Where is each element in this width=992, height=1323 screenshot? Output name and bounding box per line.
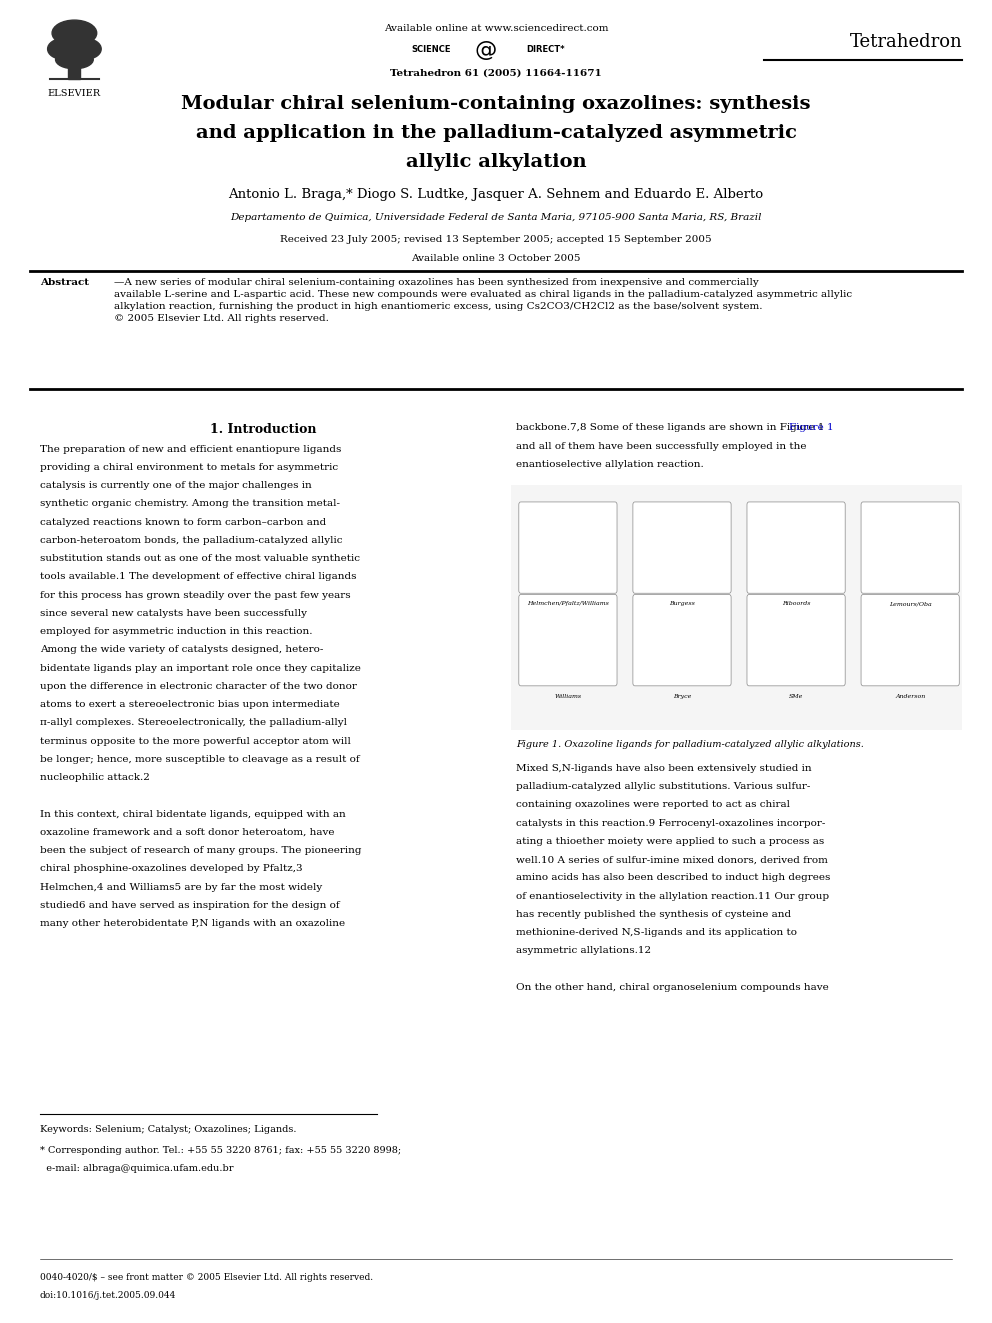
Text: * Corresponding author. Tel.: +55 55 3220 8761; fax: +55 55 3220 8998;: * Corresponding author. Tel.: +55 55 322… bbox=[40, 1146, 401, 1155]
Text: DIRECT*: DIRECT* bbox=[526, 45, 564, 54]
Text: substitution stands out as one of the most valuable synthetic: substitution stands out as one of the mo… bbox=[40, 554, 360, 564]
Text: well.10 A series of sulfur-imine mixed donors, derived from: well.10 A series of sulfur-imine mixed d… bbox=[516, 855, 827, 864]
Text: Helmchen,4 and Williams5 are by far the most widely: Helmchen,4 and Williams5 are by far the … bbox=[40, 882, 322, 892]
Bar bbox=[511, 484, 962, 729]
Bar bbox=[68, 56, 80, 79]
Text: catalysts in this reaction.9 Ferrocenyl-oxazolines incorpor-: catalysts in this reaction.9 Ferrocenyl-… bbox=[516, 819, 825, 828]
Text: Tetrahedron 61 (2005) 11664-11671: Tetrahedron 61 (2005) 11664-11671 bbox=[390, 69, 602, 78]
Text: terminus opposite to the more powerful acceptor atom will: terminus opposite to the more powerful a… bbox=[40, 737, 350, 746]
Text: SCIENCE: SCIENCE bbox=[412, 45, 451, 54]
Text: studied6 and have served as inspiration for the design of: studied6 and have served as inspiration … bbox=[40, 901, 339, 910]
Text: SMe: SMe bbox=[789, 693, 804, 699]
Text: Anderson: Anderson bbox=[895, 693, 926, 699]
Text: amino acids has also been described to induct high degrees: amino acids has also been described to i… bbox=[516, 873, 830, 882]
Text: Departamento de Quimica, Universidade Federal de Santa Maria, 97105-900 Santa Ma: Departamento de Quimica, Universidade Fe… bbox=[230, 213, 762, 222]
Text: providing a chiral environment to metals for asymmetric: providing a chiral environment to metals… bbox=[40, 463, 338, 472]
Text: Helmchen/Pfaltz/Williams: Helmchen/Pfaltz/Williams bbox=[527, 601, 609, 606]
Text: be longer; hence, more susceptible to cleavage as a result of: be longer; hence, more susceptible to cl… bbox=[40, 755, 359, 763]
Text: allylic alkylation: allylic alkylation bbox=[406, 153, 586, 172]
Text: backbone.7,8 Some of these ligands are shown in Figure 1: backbone.7,8 Some of these ligands are s… bbox=[516, 423, 824, 433]
Text: ating a thioether moiety were applied to such a process as: ating a thioether moiety were applied to… bbox=[516, 837, 824, 845]
FancyBboxPatch shape bbox=[633, 594, 731, 685]
Text: of enantioselectivity in the allylation reaction.11 Our group: of enantioselectivity in the allylation … bbox=[516, 892, 829, 901]
Ellipse shape bbox=[71, 38, 101, 60]
Text: methionine-derived N,S-ligands and its application to: methionine-derived N,S-ligands and its a… bbox=[516, 929, 797, 937]
Text: and application in the palladium-catalyzed asymmetric: and application in the palladium-catalyz… bbox=[195, 124, 797, 143]
Text: 0040-4020/$ – see front matter © 2005 Elsevier Ltd. All rights reserved.: 0040-4020/$ – see front matter © 2005 El… bbox=[40, 1273, 373, 1282]
Text: and all of them have been successfully employed in the: and all of them have been successfully e… bbox=[516, 442, 806, 451]
Text: π-allyl complexes. Stereoelectronically, the palladium-allyl: π-allyl complexes. Stereoelectronically,… bbox=[40, 718, 346, 728]
Text: —A new series of modular chiral selenium-containing oxazolines has been synthesi: —A new series of modular chiral selenium… bbox=[114, 278, 852, 323]
Text: has recently published the synthesis of cysteine and: has recently published the synthesis of … bbox=[516, 910, 791, 919]
Text: @: @ bbox=[475, 40, 497, 60]
Text: synthetic organic chemistry. Among the transition metal-: synthetic organic chemistry. Among the t… bbox=[40, 499, 339, 508]
FancyBboxPatch shape bbox=[747, 594, 845, 685]
Text: Available online 3 October 2005: Available online 3 October 2005 bbox=[412, 254, 580, 263]
Text: containing oxazolines were reported to act as chiral: containing oxazolines were reported to a… bbox=[516, 800, 790, 810]
Text: doi:10.1016/j.tet.2005.09.044: doi:10.1016/j.tet.2005.09.044 bbox=[40, 1291, 176, 1301]
Text: Available online at www.sciencedirect.com: Available online at www.sciencedirect.co… bbox=[384, 24, 608, 33]
Text: chiral phosphine-oxazolines developed by Pfaltz,3: chiral phosphine-oxazolines developed by… bbox=[40, 864, 303, 873]
Text: catalysis is currently one of the major challenges in: catalysis is currently one of the major … bbox=[40, 482, 311, 490]
Text: asymmetric allylations.12: asymmetric allylations.12 bbox=[516, 946, 651, 955]
Text: Antonio L. Braga,* Diogo S. Ludtke, Jasquer A. Sehnem and Eduardo E. Alberto: Antonio L. Braga,* Diogo S. Ludtke, Jasq… bbox=[228, 188, 764, 201]
FancyBboxPatch shape bbox=[861, 594, 959, 685]
Text: Figure 1: Figure 1 bbox=[789, 423, 833, 433]
FancyBboxPatch shape bbox=[519, 594, 617, 685]
Text: In this context, chiral bidentate ligands, equipped with an: In this context, chiral bidentate ligand… bbox=[40, 810, 345, 819]
Text: enantioselective allylation reaction.: enantioselective allylation reaction. bbox=[516, 460, 703, 468]
Text: Lemours/Oba: Lemours/Oba bbox=[889, 601, 931, 606]
Text: palladium-catalyzed allylic substitutions. Various sulfur-: palladium-catalyzed allylic substitution… bbox=[516, 782, 810, 791]
Text: been the subject of research of many groups. The pioneering: been the subject of research of many gro… bbox=[40, 847, 361, 855]
Text: The preparation of new and efficient enantiopure ligands: The preparation of new and efficient ena… bbox=[40, 445, 341, 454]
Text: for this process has grown steadily over the past few years: for this process has grown steadily over… bbox=[40, 590, 350, 599]
Text: employed for asymmetric induction in this reaction.: employed for asymmetric induction in thi… bbox=[40, 627, 312, 636]
Text: Modular chiral selenium-containing oxazolines: synthesis: Modular chiral selenium-containing oxazo… bbox=[182, 95, 810, 114]
Text: tools available.1 The development of effective chiral ligands: tools available.1 The development of eff… bbox=[40, 573, 356, 581]
Ellipse shape bbox=[56, 50, 93, 69]
FancyBboxPatch shape bbox=[747, 501, 845, 593]
Text: Keywords: Selenium; Catalyst; Oxazolines; Ligands.: Keywords: Selenium; Catalyst; Oxazolines… bbox=[40, 1125, 297, 1134]
Text: On the other hand, chiral organoselenium compounds have: On the other hand, chiral organoselenium… bbox=[516, 983, 828, 992]
FancyBboxPatch shape bbox=[861, 501, 959, 593]
FancyBboxPatch shape bbox=[519, 501, 617, 593]
FancyBboxPatch shape bbox=[633, 501, 731, 593]
Text: Tetrahedron: Tetrahedron bbox=[849, 33, 962, 52]
Text: Received 23 July 2005; revised 13 September 2005; accepted 15 September 2005: Received 23 July 2005; revised 13 Septem… bbox=[280, 235, 712, 245]
Text: Among the wide variety of catalysts designed, hetero-: Among the wide variety of catalysts desi… bbox=[40, 646, 323, 655]
Text: Burgess: Burgess bbox=[669, 601, 695, 606]
Text: Riboords: Riboords bbox=[782, 601, 810, 606]
Text: ELSEVIER: ELSEVIER bbox=[48, 89, 101, 98]
Text: e-mail: albraga@quimica.ufam.edu.br: e-mail: albraga@quimica.ufam.edu.br bbox=[40, 1164, 233, 1174]
Text: atoms to exert a stereoelectronic bias upon intermediate: atoms to exert a stereoelectronic bias u… bbox=[40, 700, 339, 709]
Text: oxazoline framework and a soft donor heteroatom, have: oxazoline framework and a soft donor het… bbox=[40, 828, 334, 837]
Text: bidentate ligands play an important role once they capitalize: bidentate ligands play an important role… bbox=[40, 664, 360, 672]
Text: since several new catalysts have been successfully: since several new catalysts have been su… bbox=[40, 609, 307, 618]
Text: many other heterobidentate P,N ligands with an oxazoline: many other heterobidentate P,N ligands w… bbox=[40, 919, 345, 929]
Text: nucleophilic attack.2: nucleophilic attack.2 bbox=[40, 773, 150, 782]
Text: carbon-heteroatom bonds, the palladium-catalyzed allylic: carbon-heteroatom bonds, the palladium-c… bbox=[40, 536, 342, 545]
Ellipse shape bbox=[48, 38, 77, 60]
Text: catalyzed reactions known to form carbon–carbon and: catalyzed reactions known to form carbon… bbox=[40, 517, 326, 527]
Text: Figure 1. Oxazoline ligands for palladium-catalyzed allylic alkylations.: Figure 1. Oxazoline ligands for palladiu… bbox=[516, 740, 864, 749]
Text: 1. Introduction: 1. Introduction bbox=[209, 423, 316, 437]
Text: Abstract: Abstract bbox=[40, 278, 88, 287]
Text: Mixed S,N-ligands have also been extensively studied in: Mixed S,N-ligands have also been extensi… bbox=[516, 763, 811, 773]
Text: upon the difference in electronic character of the two donor: upon the difference in electronic charac… bbox=[40, 681, 356, 691]
Ellipse shape bbox=[52, 20, 96, 46]
Text: Williams: Williams bbox=[555, 693, 581, 699]
Text: Bryce: Bryce bbox=[673, 693, 691, 699]
